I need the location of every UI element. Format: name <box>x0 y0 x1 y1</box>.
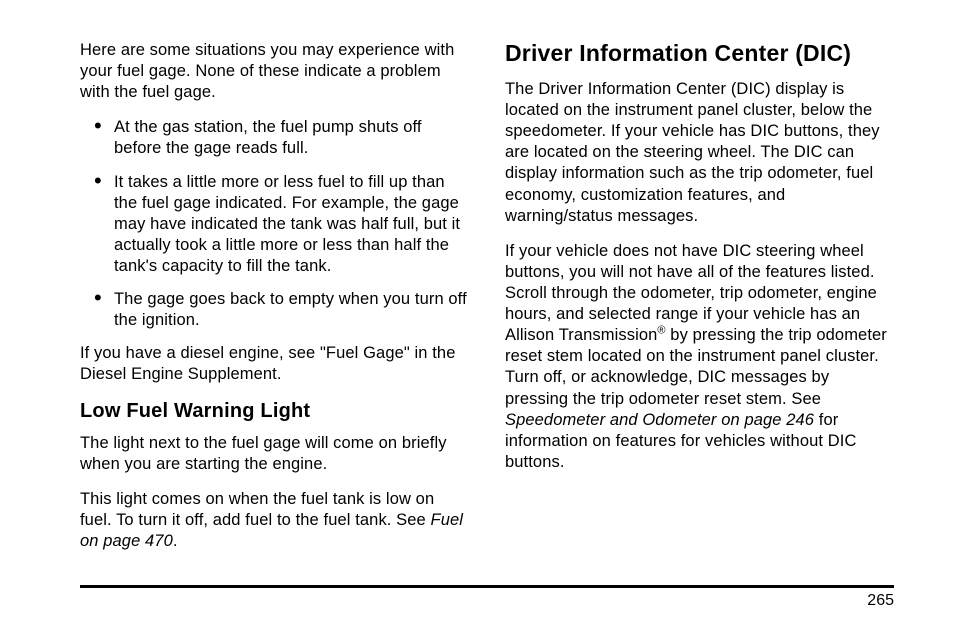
list-item: At the gas station, the fuel pump shuts … <box>80 117 469 159</box>
list-item: It takes a little more or less fuel to f… <box>80 172 469 278</box>
diesel-note: If you have a diesel engine, see "Fuel G… <box>80 343 469 385</box>
low-fuel-heading: Low Fuel Warning Light <box>80 400 469 423</box>
cross-reference: Speedometer and Odometer on page 246 <box>505 411 814 429</box>
low-fuel-paragraph-1: The light next to the fuel gage will com… <box>80 433 469 475</box>
page: Here are some situations you may experie… <box>0 0 954 636</box>
dic-paragraph-1: The Driver Information Center (DIC) disp… <box>505 79 894 227</box>
body-text: This light comes on when the fuel tank i… <box>80 490 434 529</box>
page-number: 265 <box>80 592 894 610</box>
right-column: Driver Information Center (DIC) The Driv… <box>505 40 894 566</box>
two-column-layout: Here are some situations you may experie… <box>80 40 894 566</box>
list-item: The gage goes back to empty when you tur… <box>80 289 469 331</box>
dic-paragraph-2: If your vehicle does not have DIC steeri… <box>505 241 894 473</box>
page-footer: 265 <box>80 585 894 610</box>
registered-symbol: ® <box>657 325 665 337</box>
low-fuel-paragraph-2: This light comes on when the fuel tank i… <box>80 489 469 552</box>
situations-list: At the gas station, the fuel pump shuts … <box>80 117 469 331</box>
left-column: Here are some situations you may experie… <box>80 40 469 566</box>
dic-heading: Driver Information Center (DIC) <box>505 40 894 67</box>
body-text: . <box>173 532 178 550</box>
footer-rule <box>80 585 894 588</box>
intro-paragraph: Here are some situations you may experie… <box>80 40 469 103</box>
